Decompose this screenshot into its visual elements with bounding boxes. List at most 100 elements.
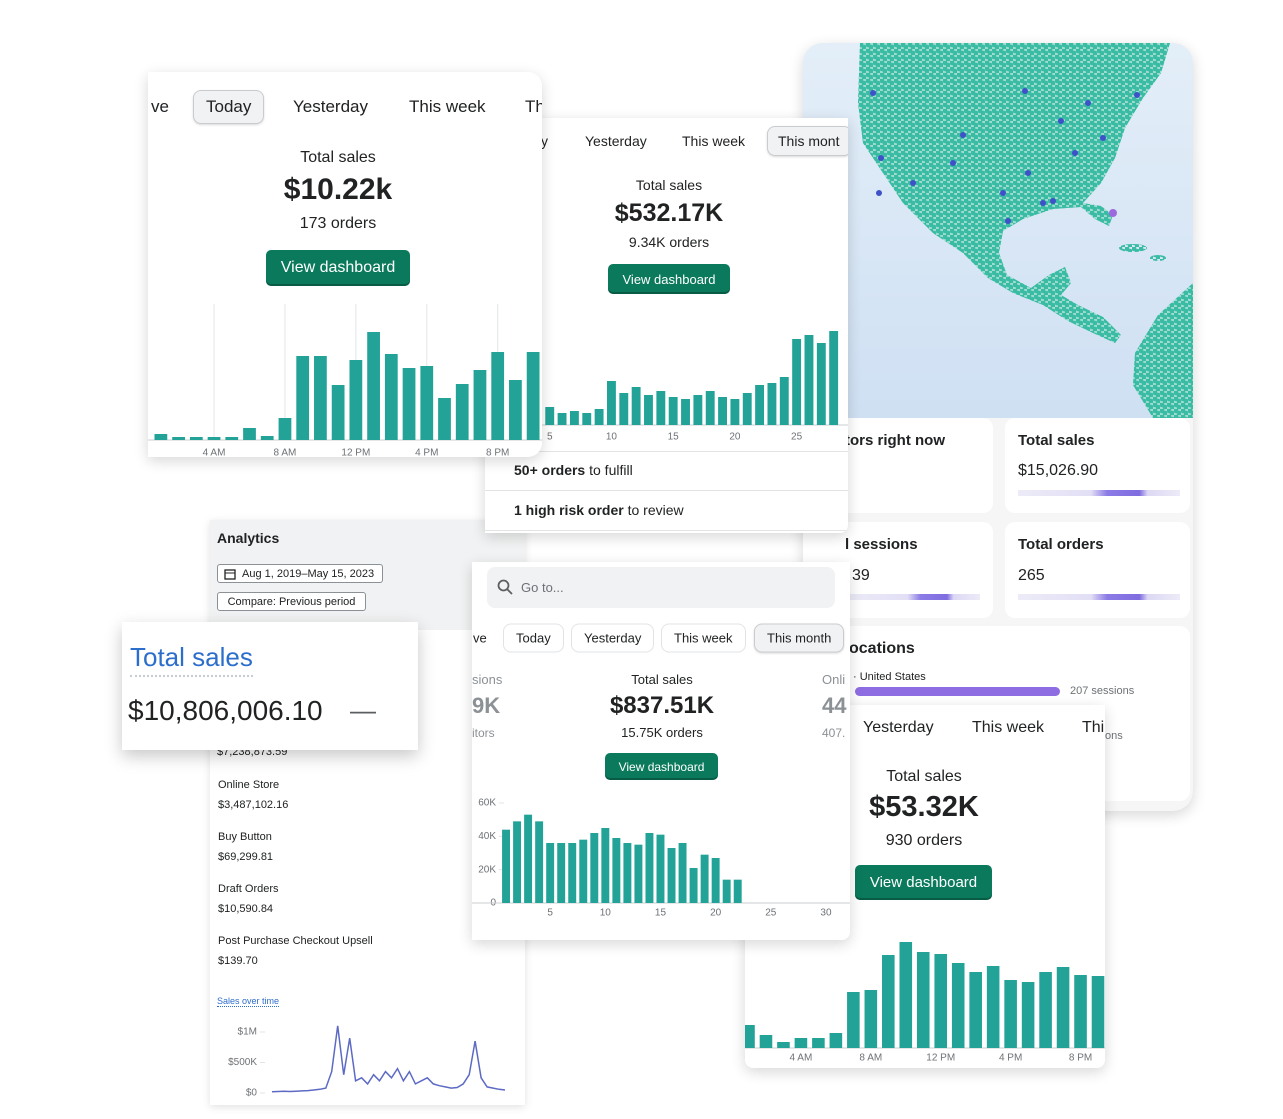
bar [934,954,948,1048]
dashboard-card: y Yesterday This week This mont Total sa… [485,118,848,533]
bar [722,879,731,903]
side-label: sions [472,672,503,687]
view-dashboard-button[interactable]: View dashboard [608,264,730,294]
x-tick-label: 8 AM [274,448,297,457]
bar [594,409,604,425]
bar [491,352,505,440]
sales-value: $15,026.90 [1018,462,1099,479]
orders: 930 orders [885,832,963,849]
channel-amount: $3,487,102.16 [218,799,289,811]
side-sub: 407. [822,726,846,740]
bar [154,434,168,440]
tab[interactable]: Yesterday [571,623,655,653]
view-dashboard-button[interactable]: View dashboard [605,753,718,780]
compare-picker[interactable]: Compare: Previous period [217,592,366,611]
bar [899,942,913,1048]
date-picker[interactable]: Aug 1, 2019–May 15, 2023 [217,564,383,583]
bar [1039,972,1052,1048]
tab[interactable]: ve [473,630,487,646]
bar [420,366,434,440]
orders-label: Total orders [1018,536,1104,553]
tab[interactable]: This month [754,623,845,653]
bar [667,848,676,903]
channel-name: Post Purchase Checkout Upsell [218,935,373,947]
bar [733,879,742,903]
sparkline [848,594,980,600]
total-sales-label[interactable]: Total sales [130,642,253,677]
bar [524,814,533,903]
dashboard-card: ve Today Yesterday This week Th Total sa… [148,72,542,457]
bar [331,385,345,440]
bar [278,418,292,440]
bar [816,343,826,425]
bar [745,1025,755,1048]
channel-amount: $139.70 [218,955,258,967]
task[interactable]: 50+ orders to fulfill [514,462,633,478]
x-tick-label: 4 PM [999,1053,1022,1064]
bar [582,413,592,425]
bar [189,437,203,440]
bar [645,833,654,903]
bar [700,854,709,903]
tab[interactable]: Thi [1082,719,1105,736]
bar [619,393,629,425]
bar [455,384,469,440]
bar [1004,980,1017,1048]
task-bold: 1 high risk order [514,502,624,518]
tab[interactable]: Today [193,90,265,124]
bar [384,354,398,440]
bar [172,437,185,440]
location-tail: ons [1105,730,1123,742]
sparkline [1018,594,1180,600]
button-label: View dashboard [622,271,716,287]
tab[interactable]: Th [525,97,542,116]
bar [1056,967,1070,1048]
x-tick-label: 15 [668,432,680,443]
bar [568,843,577,903]
tab[interactable]: This week [972,719,1045,736]
bar [681,399,690,425]
sessions-value: 39 [852,567,870,584]
bar [742,393,752,425]
metric-value: $10.22k [283,173,393,206]
tab[interactable]: This week [682,133,746,149]
bar [668,397,678,425]
tab[interactable]: Yesterday [863,719,934,736]
bar [526,352,540,440]
bar [1091,976,1105,1048]
view-dashboard-button[interactable]: View dashboard [266,250,410,286]
orders: 173 orders [299,215,377,232]
bar [612,838,621,903]
tab[interactable]: This mont [767,126,848,156]
chart-title[interactable]: Sales over time [217,996,280,1007]
tab[interactable]: Yesterday [293,97,368,116]
x-tick-label: 20 [710,908,722,919]
view-dashboard-button[interactable]: View dashboard [855,865,992,900]
tab[interactable]: This week [409,97,486,116]
tab[interactable]: This week [661,623,746,653]
tab[interactable]: Today [503,623,564,653]
tab[interactable]: ve [151,97,169,116]
bar [557,413,567,425]
task[interactable]: 1 high risk order to review [514,502,684,518]
divider [485,490,848,491]
map [803,43,1193,418]
bar [779,377,789,425]
bar [951,963,965,1048]
metric-value: $53.32K [869,791,979,823]
side-label: Onli [822,672,846,687]
trend: — [350,695,376,725]
total-sales-card: Total sales $10,806,006.10 — [122,622,418,750]
x-tick-label: 20 [729,432,741,443]
button-label: View dashboard [618,759,705,774]
bar [1074,975,1087,1048]
bar [590,833,599,903]
bar [755,385,765,425]
tab[interactable]: Yesterday [585,133,647,149]
search-box[interactable] [487,567,835,608]
channel-name: Buy Button [218,831,272,843]
tab[interactable]: y [541,133,548,149]
search-icon [497,579,513,595]
bar [623,843,632,903]
